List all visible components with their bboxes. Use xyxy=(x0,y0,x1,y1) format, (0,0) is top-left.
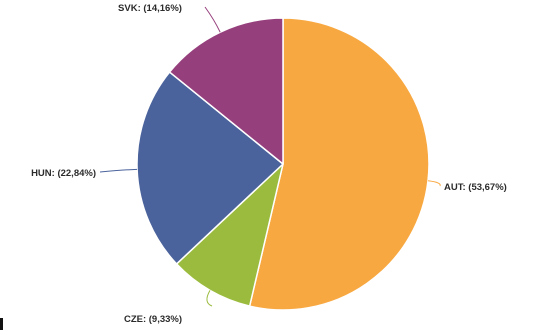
pie-slice-svk xyxy=(168,17,284,165)
pie-slice-aut xyxy=(248,17,430,311)
slice-label-svk: SVK: (14,16%) xyxy=(118,3,182,14)
leader-line-cze xyxy=(206,290,213,307)
edge-mark xyxy=(0,318,3,330)
pie-slice-cze xyxy=(175,163,284,307)
leader-line-svk xyxy=(204,6,221,33)
pie-slice-hun xyxy=(136,71,284,265)
leader-line-hun xyxy=(99,168,138,173)
slice-label-hun: HUN: (22,84%) xyxy=(31,168,96,179)
slices-layer xyxy=(136,17,430,311)
slice-label-aut: AUT: (53,67%) xyxy=(444,182,507,193)
leader-lines-layer xyxy=(99,6,441,307)
leader-line-aut xyxy=(427,180,441,187)
slice-label-cze: CZE: (9,33%) xyxy=(124,314,182,325)
labels-layer: AUT: (53,67%) CZE: (9,33%) HUN: (22,84%) SV… xyxy=(31,3,507,325)
